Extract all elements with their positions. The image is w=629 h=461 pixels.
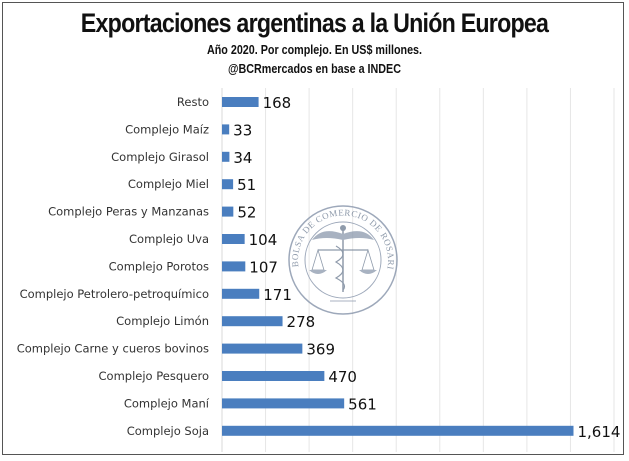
bar (222, 261, 246, 272)
data-label: 470 (328, 368, 357, 386)
data-label: 168 (263, 94, 292, 112)
data-label: 34 (233, 149, 252, 167)
category-label: Complejo Soja (127, 424, 209, 438)
value-labels: 168 33 34 51 52 104 107 171 278 369 470 561 1,614 (233, 94, 620, 441)
bar (222, 343, 303, 354)
category-label: Complejo Pesquero (99, 369, 210, 383)
data-label: 51 (237, 176, 256, 194)
category-label: Resto (177, 95, 209, 109)
category-label: Complejo Miel (128, 177, 209, 191)
data-label: 561 (348, 395, 377, 413)
bar (222, 288, 260, 299)
bar (222, 371, 325, 381)
category-label: Complejo Maíz (125, 122, 209, 136)
category-labels: Resto Complejo Maíz Complejo Girasol Comple… (17, 95, 210, 438)
bar (222, 179, 234, 190)
bar (222, 97, 259, 107)
bar (222, 234, 245, 244)
category-label: Complejo Porotos (109, 259, 209, 273)
bar (222, 398, 345, 409)
category-label: Complejo Peras y Manzanas (48, 205, 209, 219)
bar (222, 316, 283, 327)
bar (222, 425, 574, 436)
data-label: 278 (287, 313, 316, 331)
bar (222, 124, 230, 135)
category-label: Complejo Uva (129, 232, 209, 246)
bar (222, 151, 230, 162)
category-label: Complejo Girasol (111, 150, 209, 164)
data-label: 52 (237, 204, 256, 222)
category-label: Complejo Petrolero-petroquímico (20, 287, 209, 301)
gridlines (221, 88, 615, 452)
chart-title: Exportaciones argentinas a la Unión Euro… (80, 8, 549, 38)
data-label: 1,614 (577, 423, 620, 441)
chart-subtitle: Año 2020. Por complejo. En US$ millones. (206, 43, 423, 57)
data-label: 104 (249, 231, 278, 249)
data-label: 107 (249, 258, 278, 276)
data-label: 171 (263, 286, 292, 304)
bars (222, 97, 574, 436)
chart-source: @BCRmercados en base a INDEC (228, 62, 401, 76)
category-label: Complejo Limón (116, 314, 209, 328)
category-label: Complejo Carne y cueros bovinos (17, 342, 209, 356)
data-label: 369 (306, 341, 335, 359)
bar (222, 206, 234, 217)
category-label: Complejo Maní (124, 396, 210, 410)
data-label: 33 (233, 121, 252, 139)
